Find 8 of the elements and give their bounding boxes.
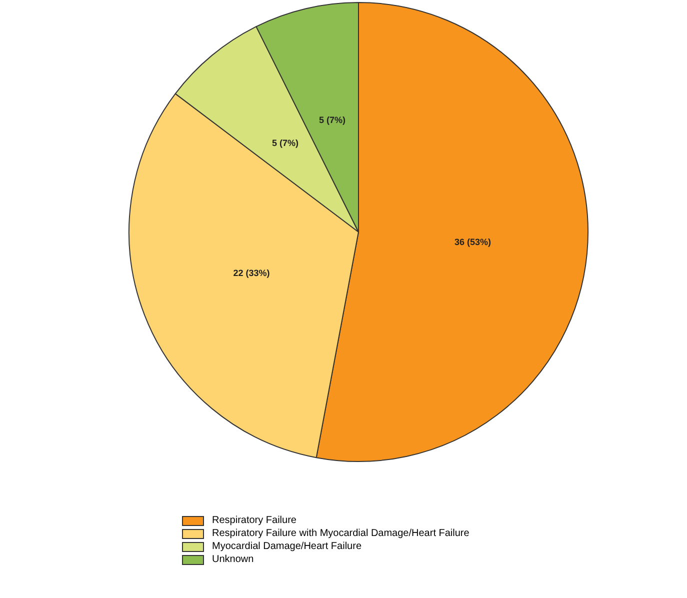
legend-label: Myocardial Damage/Heart Failure [212, 540, 362, 553]
data-label: 36 (53%) [454, 237, 492, 248]
legend-label: Respiratory Failure [212, 514, 296, 527]
data-label: 5 (7%) [318, 114, 346, 125]
data-label: 22 (33%) [233, 268, 270, 278]
legend-label: Respiratory Failure with Myocardial Damage/Heart Failure [212, 527, 470, 540]
legend-label: Unknown [212, 553, 254, 566]
data-label: 5 (7%) [272, 138, 298, 148]
